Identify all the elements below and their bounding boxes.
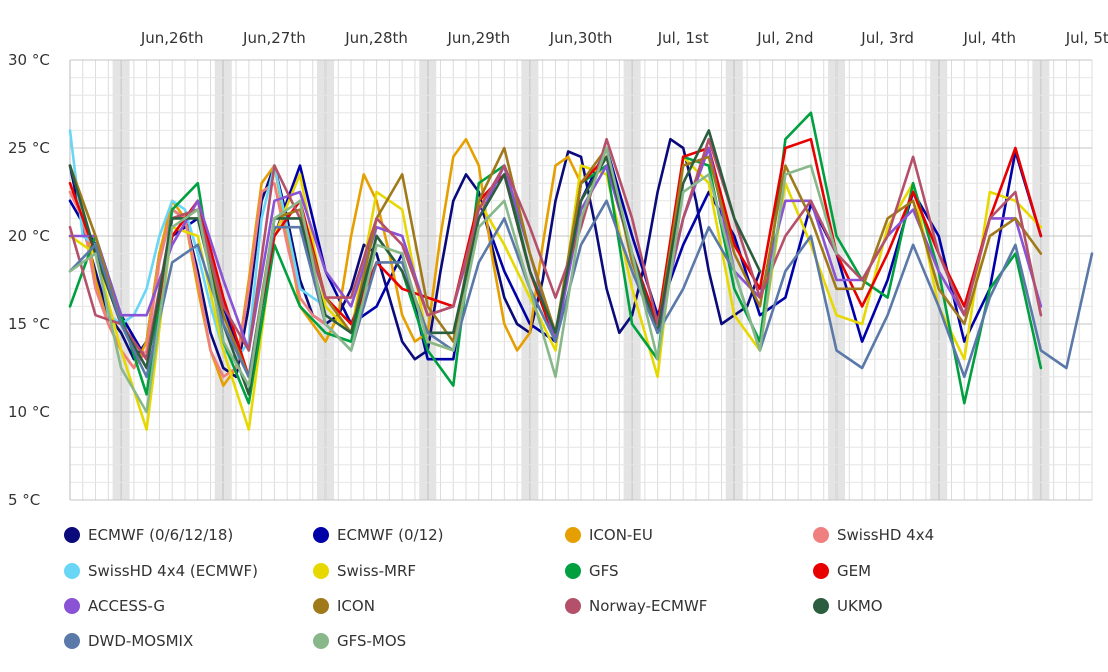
legend-marker <box>565 598 581 614</box>
legend-label: Norway-ECMWF <box>589 597 707 615</box>
legend-marker <box>313 563 329 579</box>
legend-marker <box>565 563 581 579</box>
y-tick-label: 20 °C <box>8 227 50 245</box>
y-tick-label: 30 °C <box>8 51 50 69</box>
axis-labels: 30 °C 25 °C 20 °C 15 °C 10 °C 5 °C Jun,26th Jun… <box>8 29 1108 509</box>
series-line-12 <box>68 199 1094 379</box>
x-tick-label: Jun,27th <box>242 29 306 47</box>
y-tick-label: 10 °C <box>8 403 50 421</box>
x-tick-label: Jul, 5th <box>1065 29 1108 47</box>
legend-label: GEM <box>837 562 871 580</box>
x-tick-label: Jul, 4th <box>963 29 1017 47</box>
legend-label: ECMWF (0/6/12/18) <box>88 526 233 544</box>
legend-label: GFS-MOS <box>337 632 406 650</box>
legend-label: DWD-MOSMIX <box>88 632 193 650</box>
x-tick-label: Jun,26th <box>140 29 204 47</box>
x-tick-label: Jul, 1st <box>657 29 709 47</box>
legend-label: SwissHD 4x4 (ECMWF) <box>88 562 258 580</box>
x-tick-label: Jun,28th <box>344 29 408 47</box>
legend-marker <box>813 598 829 614</box>
legend-label: ECMWF (0/12) <box>337 526 444 544</box>
legend-label: ICON <box>337 597 375 615</box>
legend-label: ACCESS-G <box>88 597 165 615</box>
series-line-5 <box>68 155 1043 431</box>
legend-marker <box>64 633 80 649</box>
legend: ECMWF (0/6/12/18) ECMWF (0/12) ICON-EU Swis… <box>64 526 934 650</box>
legend-label: GFS <box>589 562 619 580</box>
x-tick-label: Jul, 3rd <box>860 29 914 47</box>
legend-marker <box>565 527 581 543</box>
x-tick-label: Jul, 2nd <box>756 29 813 47</box>
legend-marker <box>313 598 329 614</box>
series-line-10 <box>68 137 1043 361</box>
legend-marker <box>64 527 80 543</box>
legend-marker <box>313 527 329 543</box>
legend-label: Swiss-MRF <box>337 562 416 580</box>
legend-label: SwissHD 4x4 <box>837 526 934 544</box>
x-tick-label: Jun,30th <box>549 29 613 47</box>
legend-label: UKMO <box>837 597 883 615</box>
legend-label: ICON-EU <box>589 526 653 544</box>
series-lines <box>68 111 1094 431</box>
legend-marker <box>813 527 829 543</box>
grid-lines <box>69 59 1093 501</box>
series-line-13 <box>68 146 838 414</box>
x-tick-label: Jun,29th <box>446 29 510 47</box>
legend-marker <box>64 598 80 614</box>
legend-marker <box>313 633 329 649</box>
legend-marker <box>813 563 829 579</box>
y-tick-label: 15 °C <box>8 315 50 333</box>
y-tick-label: 25 °C <box>8 139 50 157</box>
legend-marker <box>64 563 80 579</box>
y-tick-label: 5 °C <box>8 491 40 509</box>
